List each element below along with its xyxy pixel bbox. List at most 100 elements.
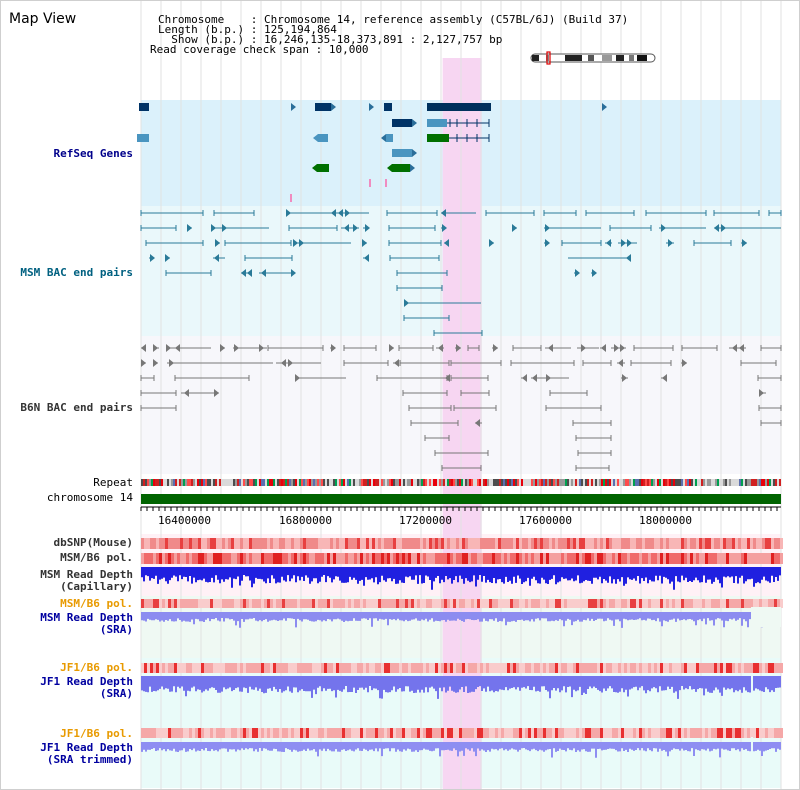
polymorphism-cell xyxy=(240,538,243,549)
polymorphism-cell xyxy=(654,728,657,738)
track-label-refseq[interactable]: RefSeq Genes xyxy=(53,147,133,160)
polymorphism-cell xyxy=(336,728,339,738)
polymorphism-cell xyxy=(459,553,462,564)
polymorphism-cell xyxy=(156,599,159,608)
repeat-element xyxy=(189,479,191,486)
track-label-msm-b6-pol[interactable]: MSM/B6 pol. xyxy=(60,551,133,564)
polymorphism-cell xyxy=(633,599,636,608)
track-label-jf1-depth-sra[interactable]: JF1 Read Depth (SRA) xyxy=(40,675,133,700)
repeat-element xyxy=(779,479,781,486)
repeat-element xyxy=(639,479,641,486)
polymorphism-cell xyxy=(261,538,264,549)
repeat-element xyxy=(665,479,667,486)
repeat-element xyxy=(283,479,285,486)
polymorphism-cell xyxy=(147,538,150,549)
polymorphism-cell xyxy=(273,599,276,608)
polymorphism-cell xyxy=(504,663,507,673)
polymorphism-cell xyxy=(642,728,645,738)
polymorphism-cell xyxy=(552,538,555,549)
track-label-msm-depth-sra[interactable]: MSM Read Depth (SRA) xyxy=(40,611,133,636)
polymorphism-cell xyxy=(465,728,468,738)
polymorphism-cell xyxy=(186,553,189,564)
polymorphism-cell xyxy=(411,553,414,564)
polymorphism-cell xyxy=(546,553,549,564)
polymorphism-cell xyxy=(564,728,567,738)
polymorphism-cell xyxy=(537,599,540,608)
polymorphism-cell xyxy=(312,599,315,608)
gene-arrow xyxy=(575,269,580,277)
polymorphism-cell xyxy=(207,663,210,673)
track-label-jf1-b6-pol-trimmed[interactable]: JF1/B6 pol. xyxy=(60,727,133,740)
polymorphism-cell xyxy=(306,538,309,549)
polymorphism-cell xyxy=(510,538,513,549)
polymorphism-cell xyxy=(582,538,585,549)
polymorphism-cell xyxy=(183,663,186,673)
track-label-msm-b6-pol-sra[interactable]: MSM/B6 pol. xyxy=(60,597,133,610)
polymorphism-cell xyxy=(318,599,321,608)
gene-arrow xyxy=(165,254,170,262)
polymorphism-cell xyxy=(165,553,168,564)
track-label-jf1-b6-pol[interactable]: JF1/B6 pol. xyxy=(60,661,133,674)
polymorphism-cell xyxy=(603,728,606,738)
repeat-element xyxy=(215,479,217,486)
polymorphism-cell xyxy=(492,599,495,608)
gene-arrow xyxy=(364,254,369,262)
polymorphism-cell xyxy=(204,538,207,549)
polymorphism-cell xyxy=(426,553,429,564)
polymorphism-cell xyxy=(288,663,291,673)
repeat-element xyxy=(287,479,289,486)
polymorphism-cell xyxy=(210,599,213,608)
polymorphism-cell xyxy=(258,553,261,564)
gene-arrow xyxy=(153,344,158,352)
repeat-element xyxy=(183,479,185,486)
track-label-b6n-bac[interactable]: B6N BAC end pairs xyxy=(20,401,133,414)
polymorphism-cell xyxy=(609,553,612,564)
polymorphism-cell xyxy=(387,728,390,738)
polymorphism-cell xyxy=(267,663,270,673)
repeat-element xyxy=(591,479,593,486)
repeat-element xyxy=(645,479,647,486)
gene-arrow xyxy=(345,209,350,217)
polymorphism-cell xyxy=(576,728,579,738)
polymorphism-cell xyxy=(423,728,426,738)
repeat-element xyxy=(263,479,265,486)
polymorphism-cell xyxy=(168,553,171,564)
polymorphism-cell xyxy=(213,663,216,673)
gene-arrow xyxy=(187,224,192,232)
ideogram-band xyxy=(565,55,582,61)
polymorphism-cell xyxy=(144,553,147,564)
polymorphism-cell xyxy=(513,663,516,673)
polymorphism-cell xyxy=(384,728,387,738)
polymorphism-cell xyxy=(435,553,438,564)
repeat-element xyxy=(549,479,551,486)
track-label-msm-depth-capillary[interactable]: MSM Read Depth (Capillary) xyxy=(40,568,133,593)
polymorphism-cell xyxy=(357,553,360,564)
repeat-element xyxy=(695,479,697,486)
polymorphism-cell xyxy=(483,538,486,549)
polymorphism-cell xyxy=(288,728,291,738)
polymorphism-cell xyxy=(582,663,585,673)
gene-arrow xyxy=(184,389,189,397)
polymorphism-cell xyxy=(276,663,279,673)
polymorphism-cell xyxy=(765,553,768,564)
track-label-msm-bac[interactable]: MSM BAC end pairs xyxy=(20,266,133,279)
track-label-dbsnp[interactable]: dbSNP(Mouse) xyxy=(53,536,133,549)
repeat-element xyxy=(313,479,315,486)
polymorphism-cell xyxy=(141,538,144,549)
polymorphism-cell xyxy=(564,599,567,608)
repeat-element xyxy=(755,479,757,486)
repeat-element xyxy=(535,479,537,486)
repeat-element xyxy=(715,479,717,486)
polymorphism-cell xyxy=(642,663,645,673)
polymorphism-cell xyxy=(231,599,234,608)
polymorphism-cell xyxy=(192,538,195,549)
gene-arrow xyxy=(532,374,537,382)
track-label-jf1-depth-trimmed[interactable]: JF1 Read Depth (SRA trimmed) xyxy=(40,741,133,766)
polymorphism-cell xyxy=(360,663,363,673)
repeat-element xyxy=(485,479,487,486)
polymorphism-cell xyxy=(429,538,432,549)
polymorphism-cell xyxy=(282,663,285,673)
repeat-element xyxy=(641,479,643,486)
polymorphism-cell xyxy=(348,538,351,549)
